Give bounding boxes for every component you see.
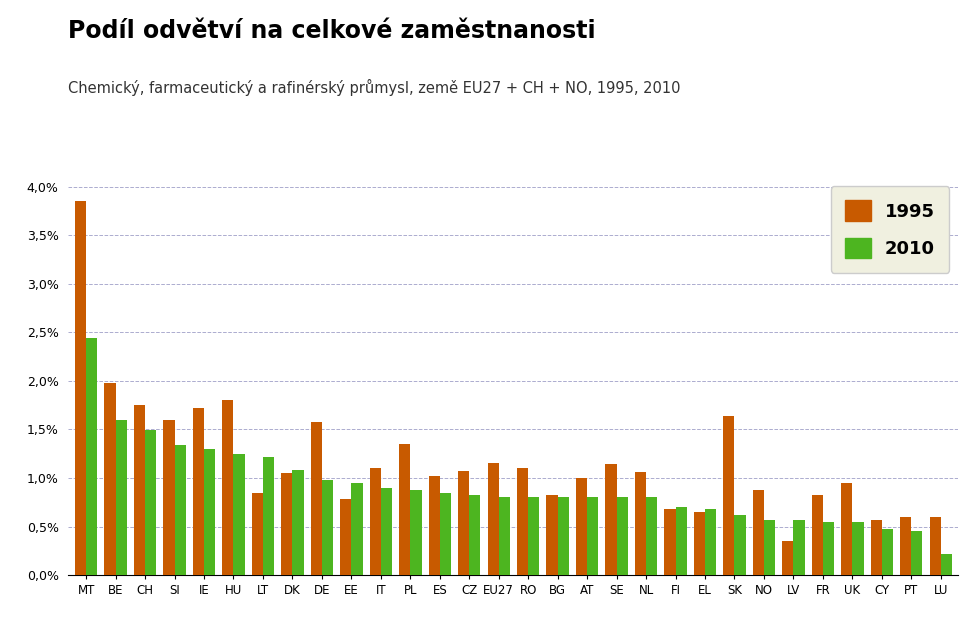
Bar (852, 521, 863, 575)
Bar (675, 507, 686, 575)
Bar (752, 490, 763, 575)
Bar (616, 497, 627, 575)
Bar (311, 422, 321, 575)
Bar (498, 497, 509, 575)
Bar (840, 483, 852, 575)
Bar (281, 473, 292, 575)
Bar (763, 520, 775, 575)
Bar (134, 405, 145, 575)
Bar (663, 509, 675, 575)
Bar (528, 497, 539, 575)
Bar (145, 430, 156, 575)
Bar (557, 497, 569, 575)
Bar (605, 465, 616, 575)
Bar (351, 483, 362, 575)
Bar (457, 471, 469, 575)
Bar (222, 400, 234, 575)
Bar (263, 457, 274, 575)
Bar (234, 454, 244, 575)
Bar (575, 478, 586, 575)
Bar (881, 528, 892, 575)
Bar (734, 515, 744, 575)
Bar (822, 521, 833, 575)
Bar (693, 512, 704, 575)
Bar (546, 494, 557, 575)
Legend: 1995, 2010: 1995, 2010 (829, 186, 949, 273)
Bar (723, 416, 734, 575)
Bar (940, 554, 951, 575)
Bar (646, 497, 657, 575)
Bar (410, 490, 421, 575)
Bar (204, 449, 215, 575)
Bar (586, 497, 598, 575)
Bar (440, 492, 450, 575)
Bar (399, 444, 410, 575)
Bar (163, 420, 174, 575)
Bar (321, 480, 333, 575)
Bar (517, 468, 528, 575)
Bar (792, 520, 804, 575)
Text: Chemický, farmaceutický a rafinérský průmysl, země EU27 + CH + NO, 1995, 2010: Chemický, farmaceutický a rafinérský prů… (68, 79, 680, 96)
Bar (911, 532, 921, 575)
Bar (634, 472, 646, 575)
Bar (115, 420, 127, 575)
Bar (174, 445, 186, 575)
Bar (105, 383, 115, 575)
Bar (192, 408, 204, 575)
Bar (928, 517, 940, 575)
Text: Podíl odvětví na celkové zaměstnanosti: Podíl odvětví na celkové zaměstnanosti (68, 19, 595, 43)
Bar (899, 517, 911, 575)
Bar (380, 488, 392, 575)
Bar (292, 470, 303, 575)
Bar (469, 494, 480, 575)
Bar (251, 492, 263, 575)
Bar (75, 201, 86, 575)
Bar (86, 338, 98, 575)
Bar (811, 494, 822, 575)
Bar (704, 509, 715, 575)
Bar (340, 499, 351, 575)
Bar (428, 476, 440, 575)
Bar (369, 468, 380, 575)
Bar (782, 541, 792, 575)
Bar (870, 520, 881, 575)
Bar (487, 463, 498, 575)
